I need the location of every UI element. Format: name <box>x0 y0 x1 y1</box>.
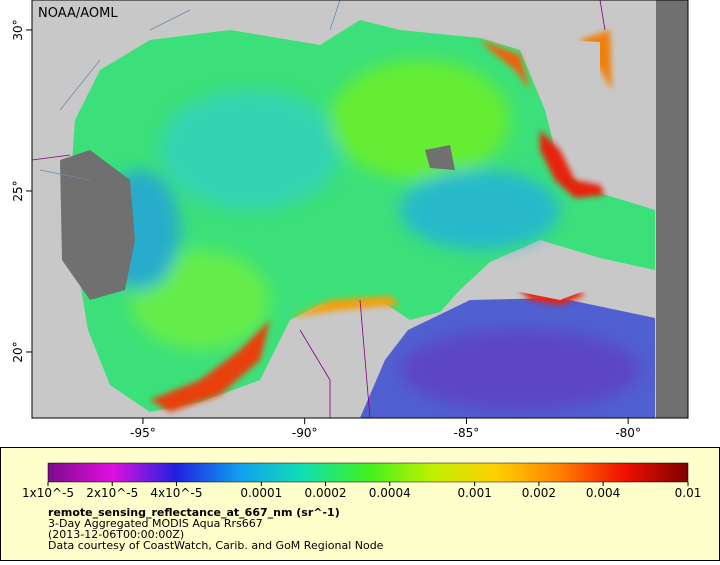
colorbar-tick-label: 4x10^-5 <box>150 486 202 500</box>
colorbar-tick-label: 0.0004 <box>369 486 411 500</box>
y-tick-label: 30° <box>11 19 25 40</box>
colorbar-tick-label: 2x10^-5 <box>86 486 138 500</box>
x-tick-label: -80° <box>615 426 641 440</box>
colorbar-tick-label: 0.01 <box>675 486 702 500</box>
x-tick-label: -90° <box>292 426 318 440</box>
description: 3-Day Aggregated MODIS Aqua Rrs667 <box>48 517 263 530</box>
map-image <box>32 0 688 418</box>
colorbar-tick-label: 0.0002 <box>305 486 347 500</box>
colorbar: 1x10^-5 2x10^-5 4x10^-5 0.0001 0.0002 0.0004 0… <box>22 462 702 500</box>
map-title: NOAA/AOML <box>38 6 118 21</box>
colorbar-tick-label: 0.002 <box>522 486 556 500</box>
credit: Data courtesy of CoastWatch, Carib. and … <box>48 539 384 552</box>
x-tick-label: -95° <box>130 426 156 440</box>
colorbar-tick-label: 1x10^-5 <box>22 486 74 500</box>
colorbar-tick-label: 0.0001 <box>240 486 282 500</box>
y-tick-label: 25° <box>11 180 25 201</box>
time: (2013-12-06T00:00:00Z) <box>48 528 184 541</box>
x-tick-label: -85° <box>454 426 480 440</box>
variable-name: remote_sensing_reflectance_at_667_nm (sr… <box>48 506 340 519</box>
colorbar-tick-label: 0.004 <box>586 486 620 500</box>
axes: -95° -90° -85° -80° 20° 25° 30° <box>11 19 641 440</box>
y-tick-label: 20° <box>11 341 25 362</box>
colorbar-tick-label: 0.001 <box>457 486 491 500</box>
colorbar-gradient <box>47 462 689 483</box>
map-frame <box>31 0 689 419</box>
